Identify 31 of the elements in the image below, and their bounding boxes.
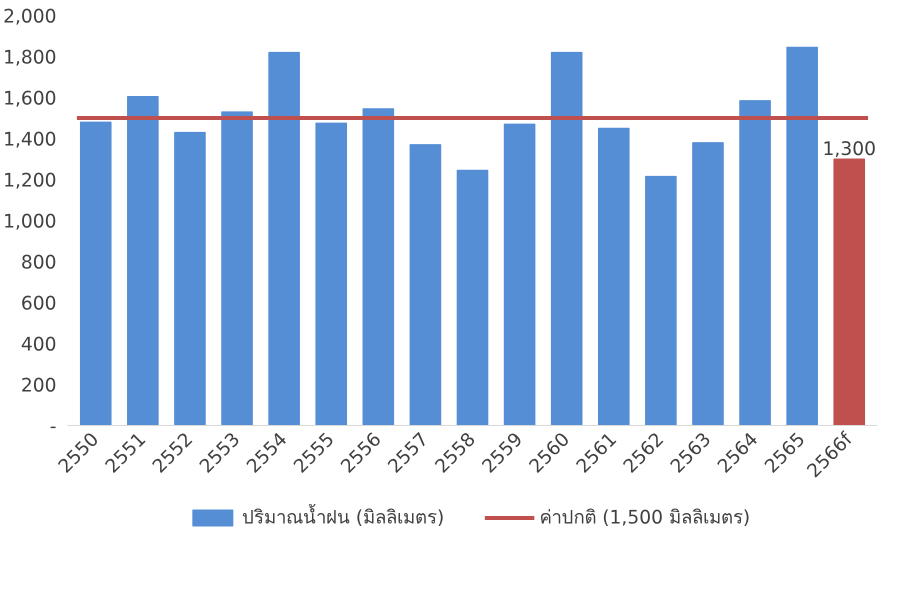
data-label: 1,300: [822, 139, 876, 160]
y-tick-label: 1,000: [3, 212, 57, 232]
bar: [221, 111, 253, 426]
y-tick-label: 1,800: [3, 48, 57, 68]
bar: [692, 142, 724, 426]
y-tick-label: 600: [20, 294, 56, 314]
y-tick-label: -: [50, 416, 56, 438]
y-tick-label: 200: [20, 376, 56, 396]
bar: [456, 170, 488, 426]
legend-label: ปริมาณน้ำฝน (มิลลิเมตร): [242, 502, 444, 530]
bar: [550, 52, 582, 426]
bar: [598, 128, 630, 426]
y-tick-label: 2,000: [3, 6, 57, 28]
bar: [504, 124, 536, 426]
bar: [362, 108, 394, 426]
bar: [127, 96, 159, 426]
bar: [645, 176, 677, 426]
y-tick-label: 400: [20, 334, 56, 356]
bar: [833, 158, 866, 426]
bar: [315, 122, 348, 426]
bar: [410, 144, 442, 426]
bar: [786, 46, 818, 426]
bar: [174, 132, 206, 426]
y-tick-label: 1,200: [3, 170, 57, 192]
bar: [739, 100, 771, 426]
y-tick-label: 800: [20, 252, 56, 274]
bar: [80, 122, 112, 426]
y-tick-label: 1,600: [3, 88, 57, 110]
y-tick-label: 1,400: [3, 130, 57, 150]
bar: [268, 52, 300, 426]
legend-label: ค่าปกติ (1,500 มิลลิเมตร): [539, 506, 750, 530]
